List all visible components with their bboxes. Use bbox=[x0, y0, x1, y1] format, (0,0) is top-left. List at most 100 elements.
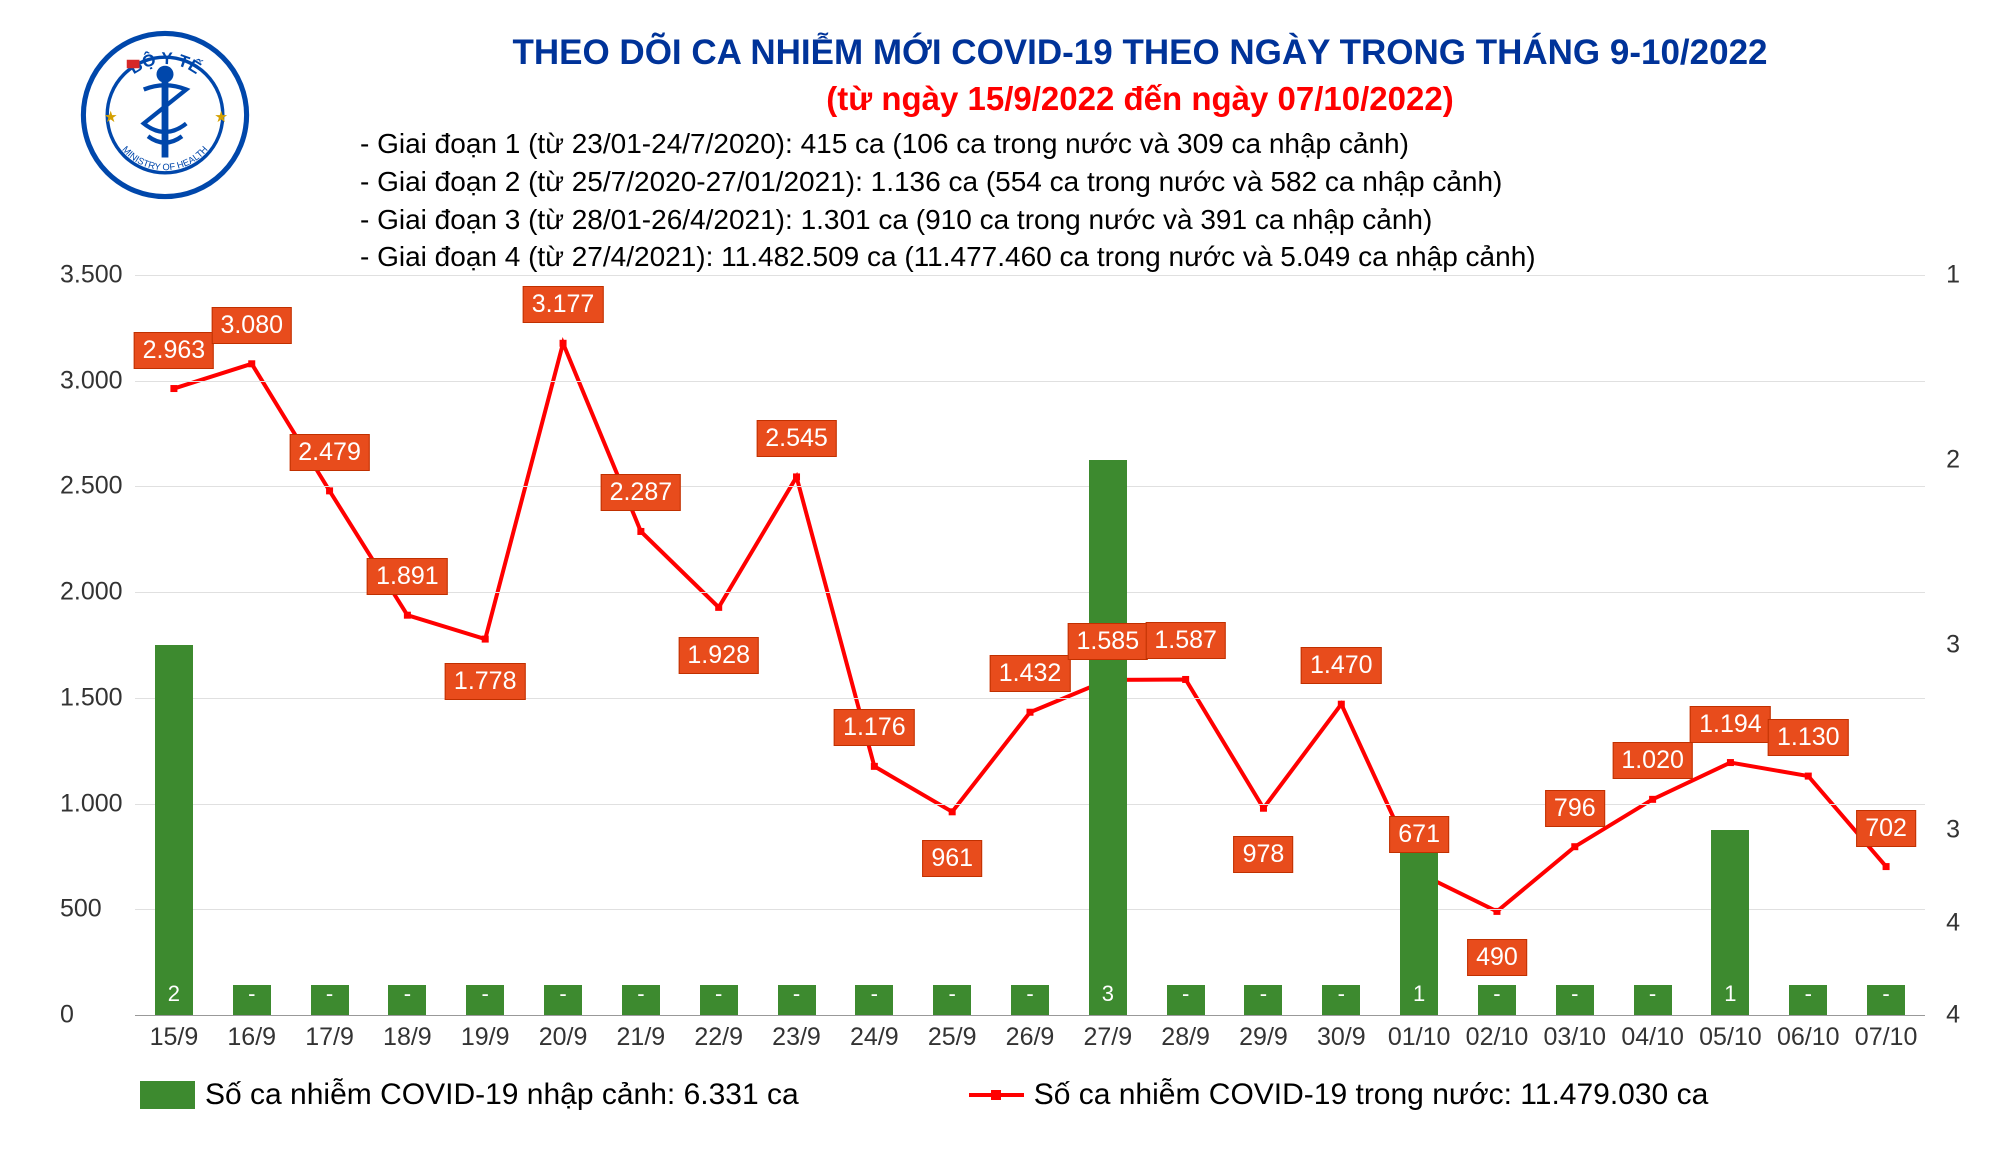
x-axis-label: 19/9 bbox=[461, 1023, 510, 1052]
legend-line-text: Số ca nhiễm COVID-19 trong nước: 11.479.… bbox=[1034, 1078, 1709, 1112]
x-axis-label: 24/9 bbox=[850, 1023, 899, 1052]
y-axis-right-label: 3 bbox=[1930, 816, 1960, 845]
x-axis-label: 29/9 bbox=[1239, 1023, 1288, 1052]
plot-area: 2-----------3---1---1--2.9633.0802.4791.… bbox=[135, 275, 1925, 1016]
bar-value-label: - bbox=[1556, 981, 1594, 1007]
x-axis-label: 26/9 bbox=[1006, 1023, 1055, 1052]
svg-text:★: ★ bbox=[214, 109, 228, 126]
line-value-label: 1.928 bbox=[678, 637, 759, 674]
y-axis-left-label: 3.000 bbox=[60, 366, 130, 395]
title-sub: (từ ngày 15/9/2022 đến ngày 07/10/2022) bbox=[340, 80, 1940, 118]
x-axis-label: 30/9 bbox=[1317, 1023, 1366, 1052]
x-axis-label: 17/9 bbox=[305, 1023, 354, 1052]
x-axis-label: 23/9 bbox=[772, 1023, 821, 1052]
line-value-label: 1.891 bbox=[367, 558, 448, 595]
x-axis-label: 05/10 bbox=[1699, 1023, 1762, 1052]
ministry-logo: BỘ Y TẾ MINISTRY OF HEALTH ★ ★ bbox=[80, 30, 250, 200]
bar-value-label: - bbox=[311, 981, 349, 1007]
gridline bbox=[135, 909, 1925, 910]
x-axis-label: 22/9 bbox=[694, 1023, 743, 1052]
line-value-label: 3.177 bbox=[523, 286, 604, 323]
y-axis-right-label: 2 bbox=[1930, 446, 1960, 475]
phase-line: - Giai đoạn 3 (từ 28/01-26/4/2021): 1.30… bbox=[360, 201, 1536, 239]
x-axis-label: 25/9 bbox=[928, 1023, 977, 1052]
line-value-label: 1.020 bbox=[1612, 742, 1693, 779]
gridline bbox=[135, 275, 1925, 276]
line-value-label: 3.080 bbox=[211, 307, 292, 344]
title-block: THEO DÕI CA NHIỄM MỚI COVID-19 THEO NGÀY… bbox=[340, 30, 1940, 118]
line-value-label: 2.479 bbox=[289, 434, 370, 471]
phase-line: - Giai đoạn 2 (từ 25/7/2020-27/01/2021):… bbox=[360, 163, 1536, 201]
title-main: THEO DÕI CA NHIỄM MỚI COVID-19 THEO NGÀY… bbox=[340, 30, 1940, 76]
x-axis-label: 18/9 bbox=[383, 1023, 432, 1052]
y-axis-left-label: 0 bbox=[60, 1001, 130, 1030]
bar-value-label: - bbox=[233, 981, 271, 1007]
bar-value-label: 2 bbox=[155, 981, 193, 1007]
line-value-label: 961 bbox=[922, 840, 982, 877]
legend-bar-item: Số ca nhiễm COVID-19 nhập cảnh: 6.331 ca bbox=[140, 1078, 799, 1112]
bar-value-label: - bbox=[700, 981, 738, 1007]
x-axis-label: 01/10 bbox=[1388, 1023, 1451, 1052]
phase-line: - Giai đoạn 4 (từ 27/4/2021): 11.482.509… bbox=[360, 238, 1536, 276]
x-axis-label: 04/10 bbox=[1621, 1023, 1684, 1052]
phase-line: - Giai đoạn 1 (từ 23/01-24/7/2020): 415 … bbox=[360, 125, 1536, 163]
line-value-label: 1.587 bbox=[1145, 622, 1226, 659]
legend-bar-text: Số ca nhiễm COVID-19 nhập cảnh: 6.331 ca bbox=[205, 1078, 799, 1112]
legend-line-item: Số ca nhiễm COVID-19 trong nước: 11.479.… bbox=[969, 1078, 1709, 1112]
line-value-label: 1.176 bbox=[834, 709, 915, 746]
x-axis-label: 15/9 bbox=[150, 1023, 199, 1052]
y-axis-left-label: 1.000 bbox=[60, 789, 130, 818]
gridline bbox=[135, 486, 1925, 487]
line-value-label: 2.963 bbox=[134, 332, 215, 369]
line-value-label: 796 bbox=[1545, 790, 1605, 827]
phase-summary: - Giai đoạn 1 (từ 23/01-24/7/2020): 415 … bbox=[360, 125, 1536, 276]
bar-swatch-icon bbox=[140, 1081, 195, 1109]
y-axis-left-label: 500 bbox=[60, 895, 130, 924]
bar-value-label: - bbox=[622, 981, 660, 1007]
line-value-label: 978 bbox=[1234, 836, 1294, 873]
line-value-label: 702 bbox=[1856, 810, 1916, 847]
y-axis-right-label: 4 bbox=[1930, 1001, 1960, 1030]
gridline bbox=[135, 381, 1925, 382]
y-axis-right-label: 3 bbox=[1930, 631, 1960, 660]
bar-value-label: - bbox=[388, 981, 426, 1007]
gridline bbox=[135, 804, 1925, 805]
legend: Số ca nhiễm COVID-19 nhập cảnh: 6.331 ca… bbox=[140, 1078, 1940, 1112]
line-value-label: 1.778 bbox=[445, 663, 526, 700]
x-axis-label: 03/10 bbox=[1544, 1023, 1607, 1052]
x-axis-label: 16/9 bbox=[227, 1023, 276, 1052]
bar-value-label: - bbox=[1167, 981, 1205, 1007]
x-axis-label: 20/9 bbox=[539, 1023, 588, 1052]
line-value-label: 2.545 bbox=[756, 420, 837, 457]
x-axis-label: 21/9 bbox=[617, 1023, 666, 1052]
y-axis-left-label: 3.500 bbox=[60, 261, 130, 290]
line-value-label: 1.432 bbox=[990, 655, 1071, 692]
line-series bbox=[135, 275, 1925, 1015]
bar-value-label: - bbox=[1867, 981, 1905, 1007]
bar-value-label: 3 bbox=[1089, 981, 1127, 1007]
bar-value-label: - bbox=[1322, 981, 1360, 1007]
bar-value-label: - bbox=[1634, 981, 1672, 1007]
bar-value-label: - bbox=[1478, 981, 1516, 1007]
bar-value-label: - bbox=[1244, 981, 1282, 1007]
bar-value-label: - bbox=[933, 981, 971, 1007]
bar-value-label: - bbox=[1011, 981, 1049, 1007]
line-swatch-icon bbox=[969, 1093, 1024, 1097]
x-axis-label: 27/9 bbox=[1083, 1023, 1132, 1052]
bar-value-label: - bbox=[466, 981, 504, 1007]
line-value-label: 1.585 bbox=[1068, 623, 1149, 660]
line-value-label: 490 bbox=[1467, 939, 1527, 976]
covid-chart: 2-----------3---1---1--2.9633.0802.4791.… bbox=[55, 275, 1965, 1045]
x-axis-label: 02/10 bbox=[1466, 1023, 1529, 1052]
bar-value-label: 1 bbox=[1711, 981, 1749, 1007]
line-value-label: 2.287 bbox=[601, 474, 682, 511]
line-value-label: 1.470 bbox=[1301, 647, 1382, 684]
svg-text:★: ★ bbox=[104, 109, 118, 126]
y-axis-right-label: 1 bbox=[1930, 261, 1960, 290]
line-value-label: 1.130 bbox=[1768, 719, 1849, 756]
bar bbox=[1089, 460, 1127, 1015]
bar-value-label: - bbox=[778, 981, 816, 1007]
bar-value-label: - bbox=[1789, 981, 1827, 1007]
line-value-label: 671 bbox=[1389, 816, 1449, 853]
bar bbox=[155, 645, 193, 1015]
